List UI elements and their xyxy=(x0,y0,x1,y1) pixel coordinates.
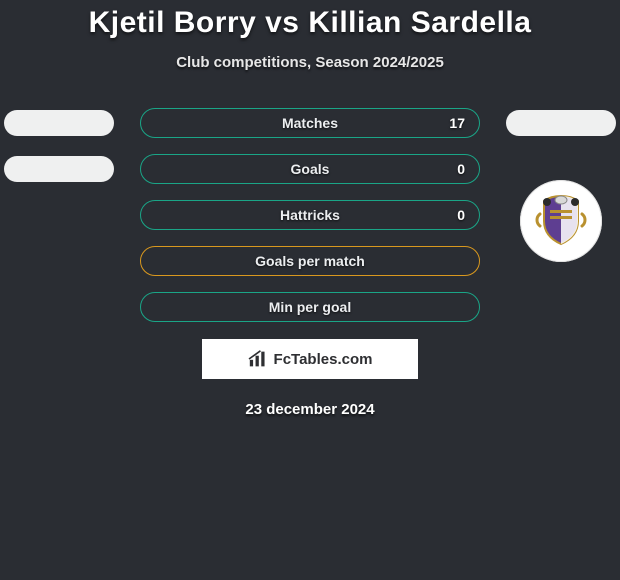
comparison-infographic: Kjetil Borry vs Killian Sardella Club co… xyxy=(0,0,620,580)
stat-label: Matches xyxy=(141,115,479,131)
brand-text: FcTables.com xyxy=(274,351,373,368)
stat-row: Goals per match xyxy=(0,243,620,279)
stat-label: Hattricks xyxy=(141,207,479,223)
stat-row: Matches17 xyxy=(0,105,620,141)
stat-pill: Goals0 xyxy=(140,154,480,184)
stat-row: Goals0 xyxy=(0,151,620,187)
stat-label: Goals per match xyxy=(141,253,479,269)
stat-pill: Matches17 xyxy=(140,108,480,138)
player-1-name: Kjetil Borry xyxy=(89,6,257,39)
stat-row: Min per goal xyxy=(0,289,620,325)
bar-chart-icon xyxy=(248,350,268,368)
right-club-badge xyxy=(520,180,602,262)
stat-right-value: 0 xyxy=(457,161,465,177)
stat-right-value: 0 xyxy=(457,207,465,223)
vs-label: vs xyxy=(265,6,299,39)
stat-pill: Hattricks0 xyxy=(140,200,480,230)
stat-right-value: 17 xyxy=(449,115,465,131)
stat-label: Goals xyxy=(141,161,479,177)
stat-pill: Min per goal xyxy=(140,292,480,322)
left-team-badge xyxy=(4,156,114,182)
headline: Kjetil Borry vs Killian Sardella xyxy=(0,6,620,40)
brand-box: FcTables.com xyxy=(202,339,418,379)
anderlecht-crest-icon xyxy=(520,180,602,262)
left-team-badge xyxy=(4,110,114,136)
stat-label: Min per goal xyxy=(141,299,479,315)
right-team-badge xyxy=(506,110,616,136)
subtitle: Club competitions, Season 2024/2025 xyxy=(0,54,620,71)
stat-pill: Goals per match xyxy=(140,246,480,276)
player-2-name: Killian Sardella xyxy=(308,6,531,39)
generated-date: 23 december 2024 xyxy=(0,401,620,418)
